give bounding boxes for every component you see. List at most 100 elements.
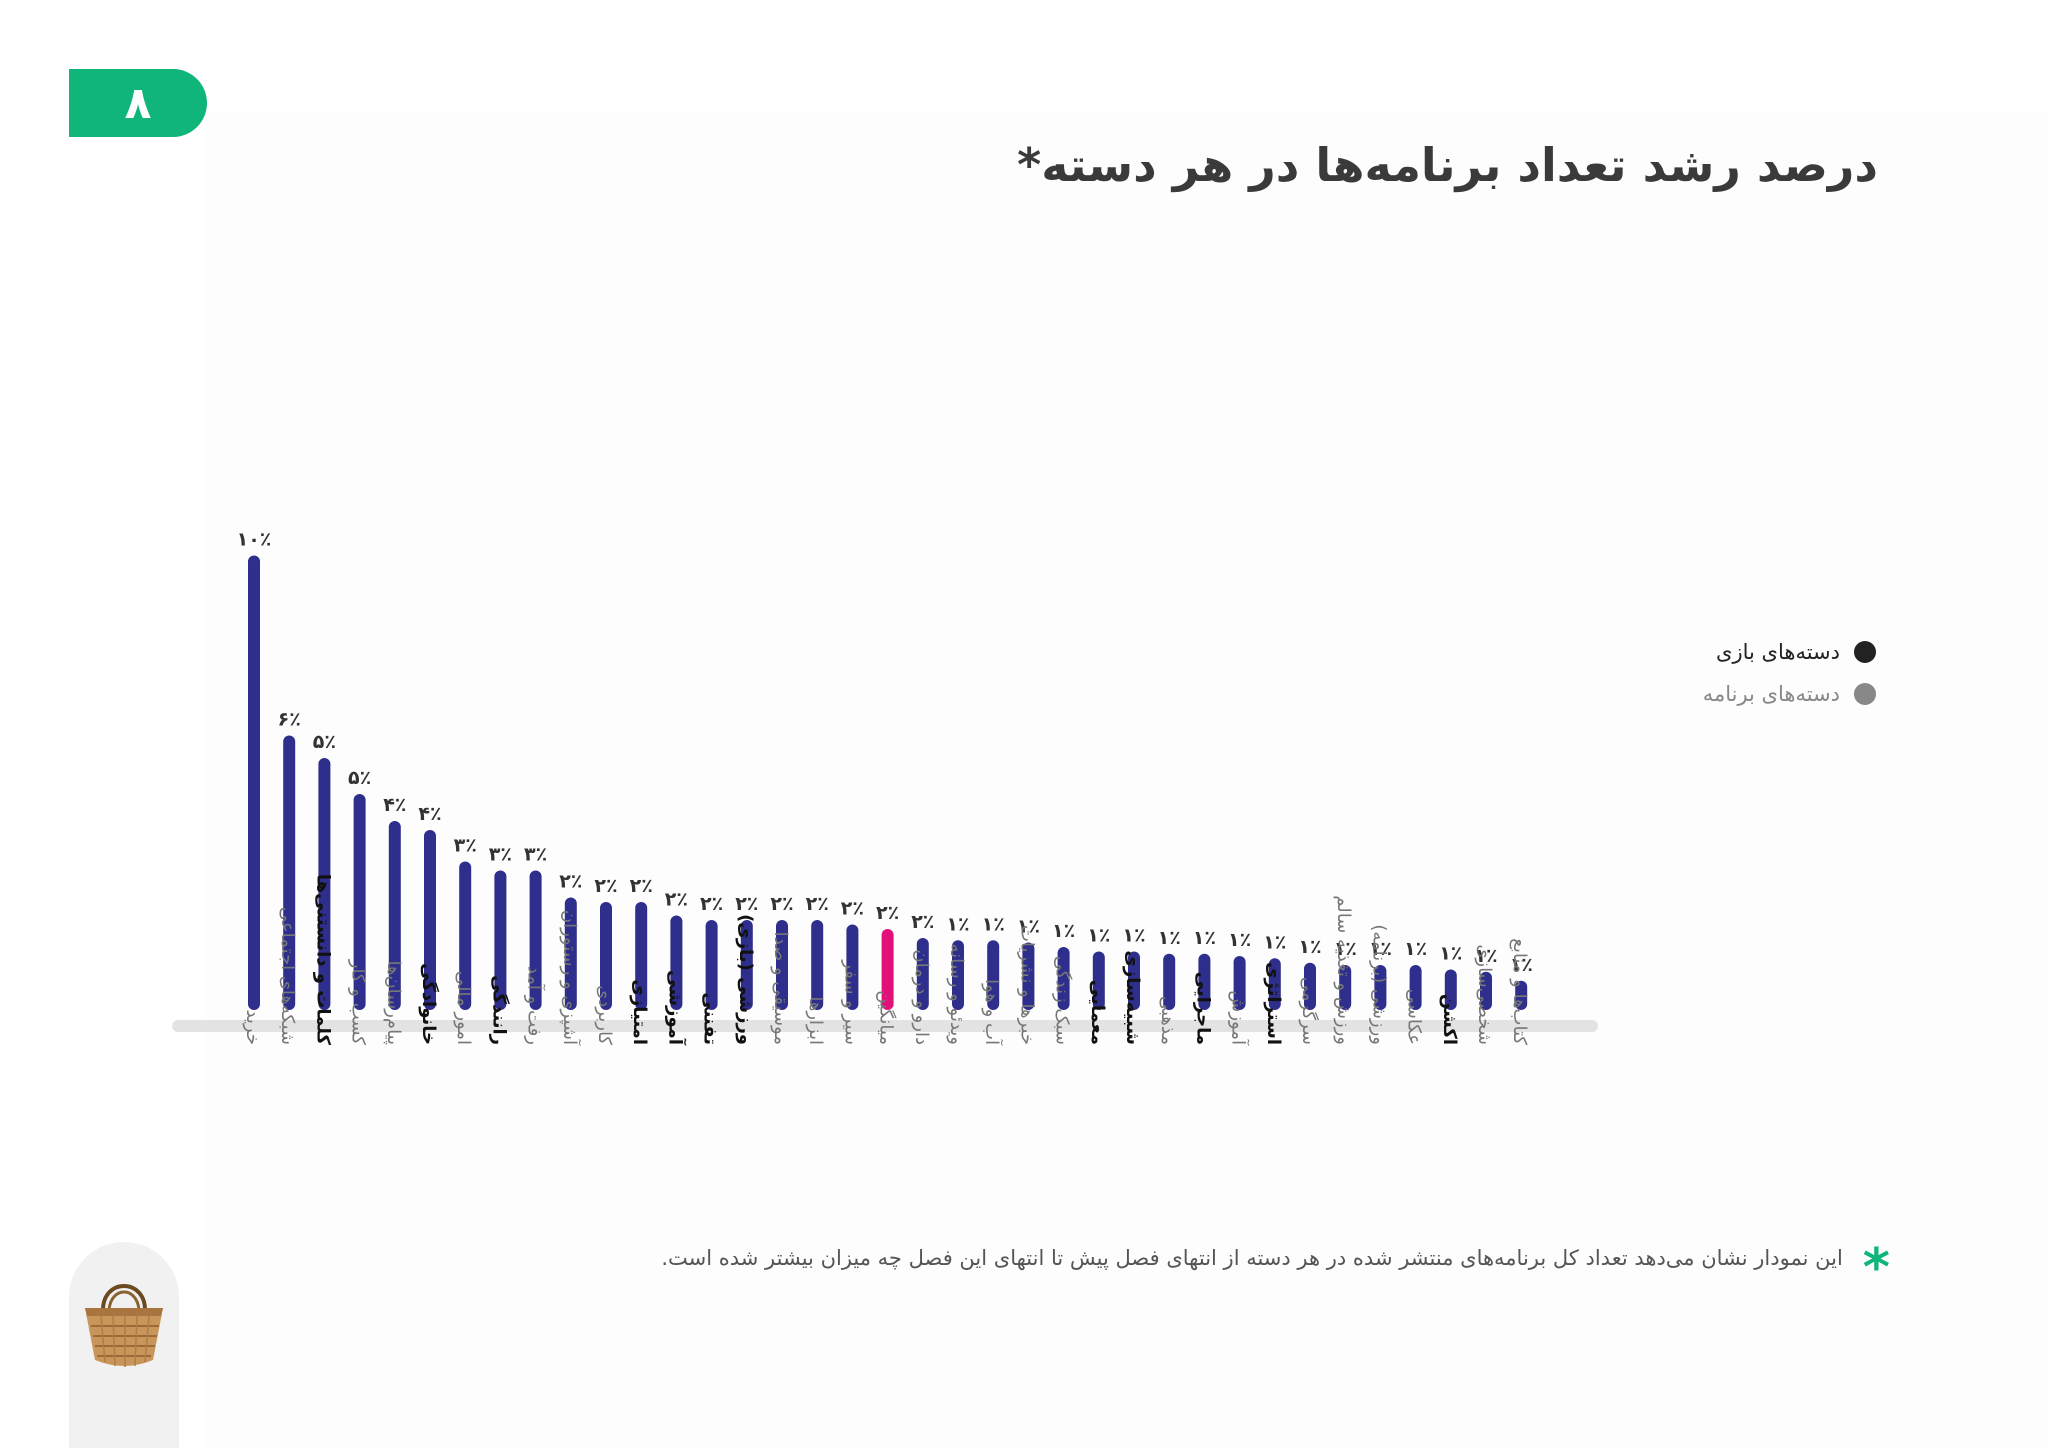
bar — [600, 902, 612, 1010]
category-label: کلمات و دانستنی‌ها — [312, 874, 333, 1046]
category-label: ورزش و تغذیه سالم — [1333, 895, 1354, 1045]
data-label: ۱٪ — [1474, 945, 1497, 967]
category-label: رفت و آمد — [524, 966, 547, 1045]
footnote: * این نمودار نشان می‌دهد تعداد کل برنامه… — [661, 1232, 1890, 1294]
bar — [494, 870, 507, 1010]
data-label: ۱٪ — [946, 913, 969, 935]
bar — [424, 830, 436, 1010]
category-label: اکشن — [1439, 994, 1460, 1045]
category-label: کتاب‌ها و منابع — [1509, 938, 1530, 1045]
category-label: تفننی — [700, 992, 721, 1045]
category-label: خانوادگی — [418, 963, 440, 1045]
bar — [318, 758, 331, 1010]
data-label: ۱٪ — [1158, 927, 1181, 949]
data-label: ۱٪ — [1439, 943, 1462, 965]
data-label: ۱٪ — [1193, 927, 1216, 949]
category-label: امتیازی — [629, 979, 650, 1045]
data-label: ۱٪ — [1017, 916, 1040, 938]
bar — [1233, 956, 1246, 1010]
data-label: ۱٪ — [1369, 938, 1392, 960]
category-label: ورزشی (بازی) — [735, 914, 756, 1045]
data-label: ۲٪ — [735, 893, 758, 915]
data-label: ۱٪ — [1510, 954, 1533, 976]
bar — [952, 940, 964, 1010]
bar — [846, 924, 859, 1010]
bar — [1304, 962, 1316, 1010]
footnote-asterisk: * — [1862, 1238, 1890, 1298]
category-label: شبکه‌های اجتماعی — [277, 907, 298, 1045]
data-label: ۱٪ — [1298, 936, 1321, 958]
bar — [1268, 958, 1281, 1010]
data-label: ۱٪ — [1052, 920, 1075, 942]
bar — [1374, 965, 1387, 1010]
category-label: آشپزی و رستوران — [559, 910, 582, 1046]
bar — [1128, 951, 1140, 1010]
category-label: عکاسی — [1404, 989, 1425, 1045]
data-label: ۳٪ — [524, 844, 547, 866]
legend-item-games: دسته‌های بازی — [1703, 640, 1876, 664]
data-label: ۱٪ — [1334, 938, 1357, 960]
data-label: ۴٪ — [418, 803, 441, 825]
bar — [353, 794, 366, 1010]
bar — [776, 920, 788, 1010]
category-label: مذهبی — [1157, 996, 1178, 1045]
data-label: ۱٪ — [982, 913, 1005, 935]
bar — [1198, 953, 1211, 1010]
category-label: سبک زندگی — [1052, 956, 1074, 1045]
bar — [1339, 965, 1352, 1010]
category-label: پیام‌رسان‌ها — [383, 960, 404, 1045]
bar — [1092, 951, 1105, 1010]
data-label: ۲٪ — [559, 871, 582, 893]
legend-dot-games — [1854, 641, 1876, 663]
category-label: ویدئو و رسانه — [946, 943, 967, 1045]
data-label: ۳٪ — [454, 835, 477, 857]
data-label: ۱٪ — [1263, 931, 1286, 953]
category-label: استراتژی — [1263, 962, 1284, 1045]
category-label: کاربردی — [594, 985, 615, 1045]
data-label: ۲٪ — [770, 893, 793, 915]
category-label: ابزارها — [805, 996, 826, 1045]
bar — [987, 940, 1000, 1010]
data-label: ۲٪ — [806, 893, 829, 915]
data-label: ۱٪ — [1228, 929, 1251, 951]
bar — [811, 920, 824, 1010]
data-label: ۲٪ — [911, 911, 934, 933]
category-label: ماجرایی — [1192, 972, 1213, 1045]
category-label: میانگین — [876, 990, 898, 1045]
bar — [740, 920, 753, 1010]
category-label: آموزشی — [664, 970, 687, 1046]
data-label: ۲٪ — [841, 898, 864, 920]
data-label: ۵٪ — [348, 767, 371, 789]
content-panel — [205, 112, 2048, 1448]
bar — [916, 938, 929, 1010]
category-label: موسیقی و صدا — [770, 932, 791, 1045]
basket-icon — [85, 1284, 163, 1367]
data-label: ۶٪ — [278, 709, 301, 731]
data-label: ۳٪ — [489, 844, 512, 866]
bar — [388, 821, 401, 1010]
bar — [1444, 969, 1457, 1010]
bar — [459, 861, 472, 1010]
bar — [564, 897, 577, 1010]
category-label: دارو و درمان — [911, 949, 932, 1045]
category-label: کسب و کار — [348, 959, 369, 1046]
side-tab — [69, 1242, 179, 1448]
bar — [670, 915, 683, 1010]
page-title: درصد رشد تعداد برنامه‌ها در هر دسته* — [1017, 138, 1878, 192]
category-label: رانندگی — [488, 975, 510, 1045]
bar — [1409, 965, 1422, 1010]
bar — [881, 929, 894, 1010]
data-label: ۲٪ — [665, 889, 688, 911]
category-label: سرگرمی — [1298, 977, 1320, 1045]
legend-label-games: دسته‌های بازی — [1716, 640, 1840, 664]
data-label: ۲٪ — [630, 875, 653, 897]
category-label: آموزش — [1228, 990, 1251, 1046]
category-label: شبیه‌سازی — [1122, 950, 1143, 1045]
data-label: ۲٪ — [594, 875, 617, 897]
data-label: ۵٪ — [313, 731, 336, 753]
legend-dot-apps — [1854, 683, 1876, 705]
page-number-badge: ۸ — [69, 69, 207, 137]
category-label: خرید — [242, 1009, 263, 1045]
category-label: شخصی‌سازی — [1474, 944, 1495, 1045]
data-label: ۱٪ — [1122, 925, 1145, 947]
